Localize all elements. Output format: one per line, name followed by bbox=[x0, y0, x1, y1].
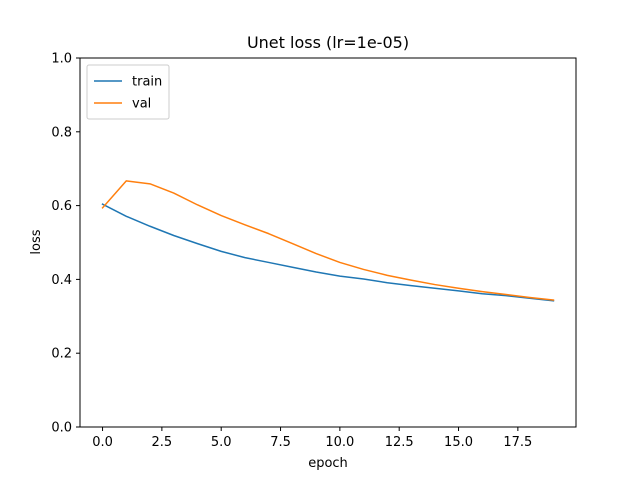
y-tick-label: 0.2 bbox=[51, 347, 72, 362]
series-line-val bbox=[101, 180, 555, 301]
y-tick-label: 0.6 bbox=[51, 199, 72, 214]
y-tick-label: 0.8 bbox=[51, 125, 72, 140]
y-tick-label: 0.4 bbox=[51, 273, 72, 288]
y-axis-label: loss bbox=[29, 229, 44, 254]
legend-box bbox=[86, 64, 170, 120]
series-line-train bbox=[101, 203, 555, 302]
legend: train val bbox=[86, 64, 170, 120]
x-tick-label: 17.5 bbox=[503, 435, 532, 450]
series-layer bbox=[101, 180, 555, 302]
chart-title: Unet loss (lr=1e-05) bbox=[247, 33, 409, 52]
x-tick-label: 0.0 bbox=[92, 435, 113, 450]
x-tick-label: 5.0 bbox=[211, 435, 232, 450]
x-axis-ticks: 0.0 2.5 5.0 7.5 10.0 12.5 15.0 17.5 bbox=[92, 427, 532, 450]
legend-label-val: val bbox=[132, 97, 151, 112]
x-tick-label: 2.5 bbox=[152, 435, 173, 450]
y-tick-label: 0.0 bbox=[51, 421, 72, 436]
legend-label-train: train bbox=[132, 75, 162, 90]
plot-frame bbox=[79, 57, 577, 428]
x-tick-label: 15.0 bbox=[444, 435, 473, 450]
x-tick-label: 12.5 bbox=[385, 435, 414, 450]
y-axis-ticks: 0.0 0.2 0.4 0.6 0.8 1.0 bbox=[51, 52, 80, 436]
y-tick-label: 1.0 bbox=[51, 52, 72, 67]
x-axis-label: epoch bbox=[308, 456, 348, 471]
x-tick-label: 10.0 bbox=[325, 435, 354, 450]
x-tick-label: 7.5 bbox=[270, 435, 291, 450]
